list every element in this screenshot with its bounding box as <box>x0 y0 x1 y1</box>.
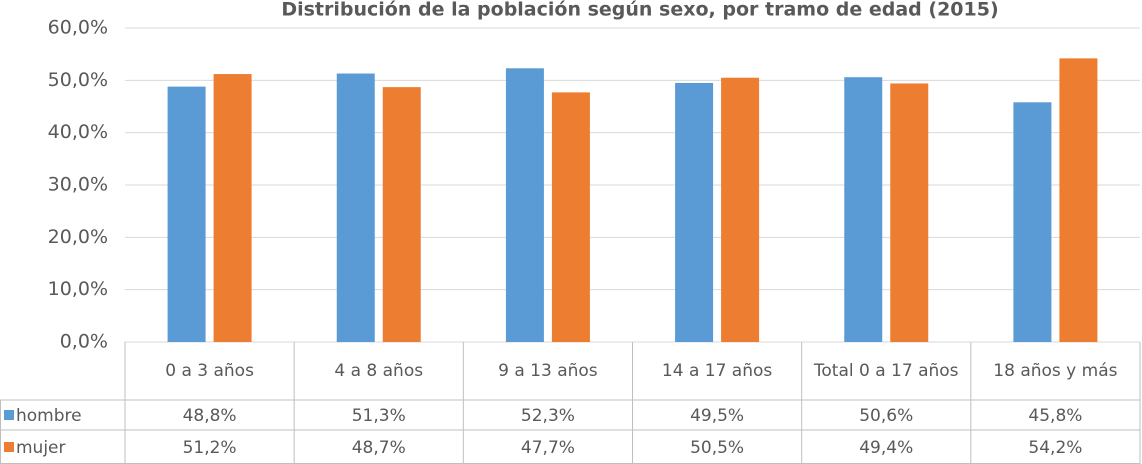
legend-swatch <box>4 410 14 420</box>
y-tick-label: 60,0% <box>48 17 108 39</box>
bar <box>1013 102 1052 343</box>
x-tick-label: 18 años y más <box>993 361 1118 381</box>
table-value: 47,7% <box>521 438 575 458</box>
table-value: 48,7% <box>352 438 406 458</box>
table-value: 50,5% <box>690 438 744 458</box>
y-tick-label: 0,0% <box>60 331 108 353</box>
bar <box>844 77 883 343</box>
table-value: 48,8% <box>183 406 237 426</box>
bar <box>167 86 206 342</box>
bar <box>213 74 252 342</box>
category-cell: 18 años y más <box>993 361 1118 381</box>
x-tick-label: 4 a 8 años <box>334 361 424 381</box>
bar <box>890 83 929 343</box>
table-value: 51,3% <box>352 406 406 426</box>
legend-label: hombre <box>16 406 82 426</box>
bar <box>382 87 421 343</box>
legend-swatch <box>4 442 14 452</box>
chart-title: Distribución de la población según sexo,… <box>281 0 998 21</box>
y-tick-label: 20,0% <box>48 226 108 248</box>
legend-label: mujer <box>16 438 66 458</box>
category-cell: 0 a 3 años <box>165 361 254 381</box>
y-tick-label: 30,0% <box>48 174 108 196</box>
y-tick-label: 10,0% <box>48 278 108 300</box>
y-tick-label: 50,0% <box>48 69 108 91</box>
category-cell: Total 0 a 17 años <box>813 361 959 381</box>
table-value: 45,8% <box>1028 406 1082 426</box>
table-value: 54,2% <box>1028 438 1082 458</box>
x-tick-label: 9 a 13 años <box>498 361 598 381</box>
x-tick-label: 14 a 17 años <box>661 361 773 381</box>
bar <box>336 73 375 342</box>
table-value: 52,3% <box>521 406 575 426</box>
bar <box>721 77 760 342</box>
x-tick-label: 0 a 3 años <box>165 361 254 381</box>
bar <box>505 68 544 343</box>
category-cell: 9 a 13 años <box>498 361 598 381</box>
table-value: 49,4% <box>859 438 913 458</box>
table-value: 49,5% <box>690 406 744 426</box>
bar <box>675 82 714 342</box>
x-tick-label: Total 0 a 17 años <box>813 361 959 381</box>
y-tick-label: 40,0% <box>48 121 108 143</box>
category-cell: 14 a 17 años <box>661 361 773 381</box>
category-cell: 4 a 8 años <box>334 361 424 381</box>
table-value: 50,6% <box>859 406 913 426</box>
bar <box>1059 58 1098 342</box>
bar <box>551 92 590 343</box>
table-value: 51,2% <box>183 438 237 458</box>
